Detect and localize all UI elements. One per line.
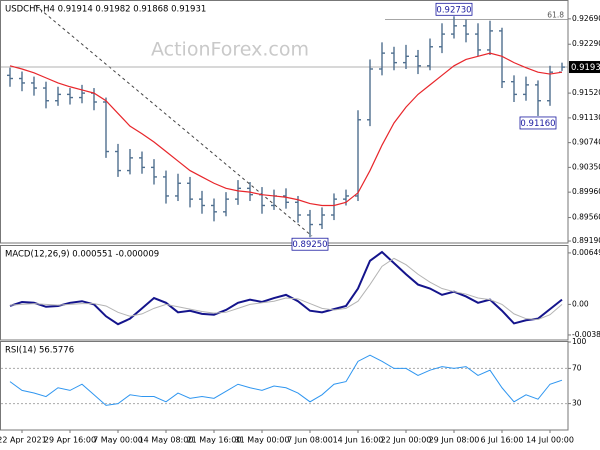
price-annotation-box [519,116,557,130]
panel-title: RSI(14) 56.5776 [5,346,74,356]
y-tick-label: 0.00649 [572,248,600,257]
panel-title: MACD(12,26,9) 0.000551 -0.000009 [5,250,159,260]
y-tick-label: 0.91520 [572,88,600,97]
watermark: ActionForex.com [151,39,309,61]
price-annotation-box [435,2,473,16]
x-tick-label: 14 Jul 00:00 [526,436,574,445]
panel-title: USDCHF,H4 0.91914 0.91982 0.91868 0.9193… [5,5,206,15]
y-tick-label: 0.90740 [572,138,600,147]
price-panel-frame [0,0,569,244]
price-annotation-box [291,237,329,251]
series-line [9,257,563,320]
y-tick-label: 0.92290 [572,39,600,48]
y-tick-label: 0.00 [572,299,589,308]
price-annotation: 0.92730 [436,5,471,15]
x-tick-label: 14 May 08:00 [139,436,194,445]
y-tick-label: 30 [572,399,582,408]
y-tick-label: 70 [572,363,582,372]
y-tick-label: 0.89190 [572,236,600,245]
y-tick-label: 0.92690 [572,14,600,23]
y-tick-label: -0.003855 [572,330,600,339]
price-annotation: 0.89250 [292,240,327,250]
series-line [9,250,563,326]
y-tick-label: 0.90350 [572,162,600,171]
x-tick-label: 6 Jul 16:00 [481,436,524,445]
x-tick-label: 7 Jun 08:00 [287,436,333,445]
fibo-label: 61.8 [547,10,564,19]
x-tick-label: 22 Apr 2021 [0,436,47,445]
y-tick-label: 0.89960 [572,187,600,196]
series-line [9,52,563,207]
price-annotation: 0.91160 [520,119,555,129]
series-line [9,354,563,406]
y-tick-label: 100 [572,337,587,346]
macd-panel-frame [0,245,569,341]
rsi-panel-frame [0,341,569,431]
x-tick-label: 29 Jun 08:00 [429,436,480,445]
x-tick-label: 14 Jun 16:00 [333,436,384,445]
current-price-label: 0.91931 [571,63,600,73]
y-tick-label: 0.89560 [572,213,600,222]
trend-line [34,4,313,237]
x-tick-label: 7 May 00:00 [93,436,143,445]
x-tick-label: 31 May 00:00 [235,436,290,445]
x-tick-label: 21 May 16:00 [187,436,242,445]
current-price-box [569,61,600,74]
x-tick-label: 22 Jun 00:00 [381,436,432,445]
y-tick-label: 0.91130 [572,113,600,122]
x-tick-label: 29 Apr 16:00 [44,436,96,445]
